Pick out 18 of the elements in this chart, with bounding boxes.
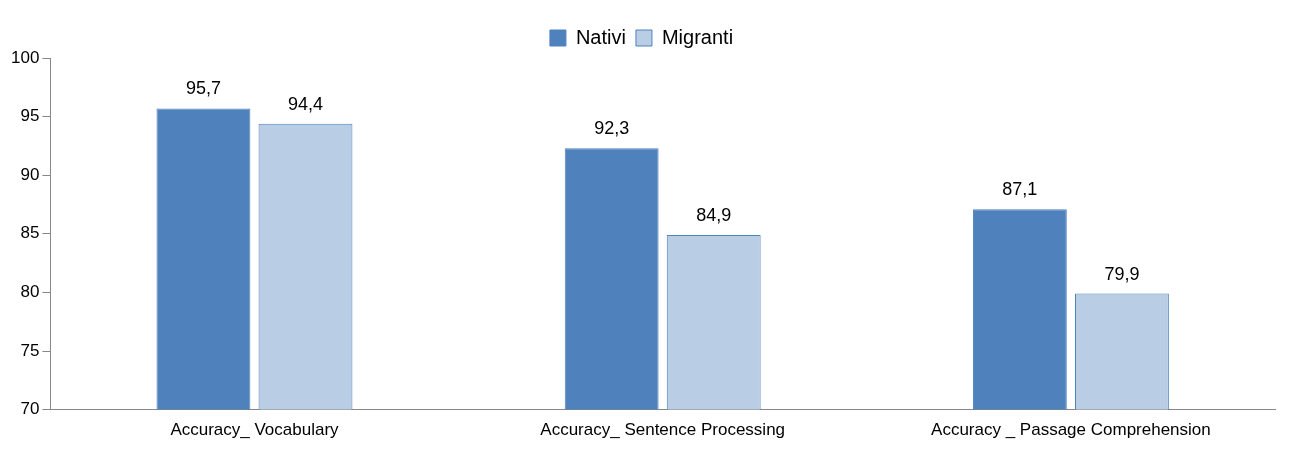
legend-label: Migranti	[661, 25, 734, 48]
legend-label: Nativi	[575, 25, 626, 48]
x-tick-label: Accuracy_ Sentence Processing	[540, 420, 786, 440]
data-label: 94,4	[287, 93, 324, 114]
y-tick-label: 80	[20, 282, 40, 302]
data-label: 92,3	[594, 118, 630, 139]
y-tick-label: 100	[10, 47, 40, 67]
data-label: 79,9	[1104, 263, 1140, 284]
x-tick-label: Accuracy _ Passage Comprehension	[931, 420, 1211, 440]
y-tick-label: 75	[20, 340, 40, 360]
x-tick-label: Accuracy_ Vocabulary	[170, 420, 340, 440]
data-label: 87,1	[1002, 179, 1038, 200]
data-label: 95,7	[185, 78, 221, 99]
y-tick-label: 95	[20, 106, 40, 126]
y-tick-label: 70	[20, 399, 40, 419]
data-label: 84,9	[696, 204, 732, 225]
y-tick-label: 85	[20, 223, 40, 243]
y-tick-label: 90	[20, 164, 40, 184]
